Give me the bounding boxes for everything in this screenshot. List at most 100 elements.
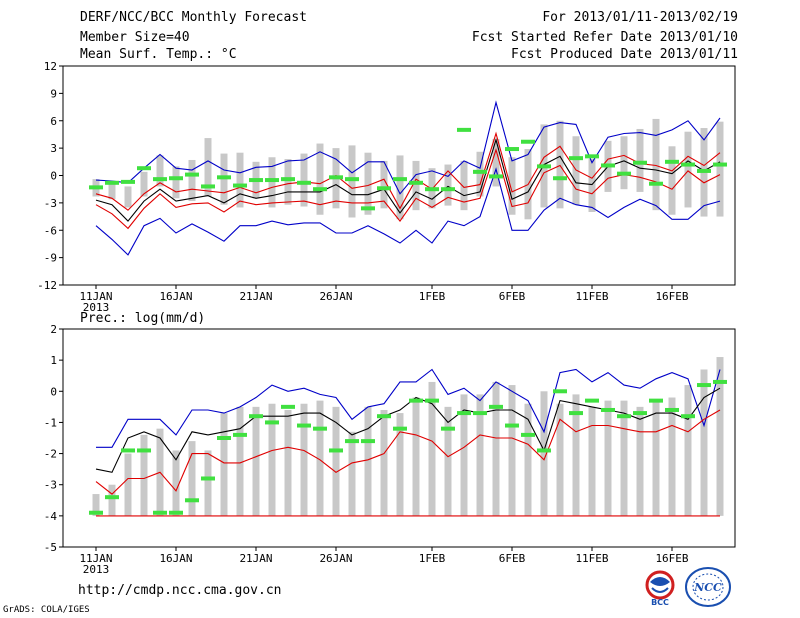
- temp-line-lower: [95, 167, 721, 256]
- prec-line-upper: [96, 368, 721, 448]
- temp-xtick-label: 1FEB: [419, 290, 446, 303]
- temp-observed-marker: [441, 187, 455, 192]
- temp-range-bar: [364, 152, 372, 215]
- prec-range-bar: [348, 431, 356, 516]
- prec-observed-marker: [617, 414, 631, 419]
- prec-observed-marker: [137, 448, 151, 453]
- temp-range-bar: [348, 145, 356, 218]
- temp-observed-marker: [137, 166, 151, 171]
- prec-ytick-label: 1: [50, 354, 57, 367]
- temp-range-bar: [492, 139, 500, 187]
- prec-range-bar: [396, 413, 404, 516]
- prec-range-bar: [508, 385, 516, 516]
- prec-observed-marker: [313, 426, 327, 431]
- temp-line-p20: [95, 148, 721, 230]
- bcc-logo: BCC: [645, 570, 675, 607]
- prec-range-bar: [668, 397, 676, 516]
- prec-range-bar: [220, 413, 228, 516]
- temp-observed-marker: [649, 181, 663, 186]
- temp-ytick-label: 9: [50, 87, 57, 100]
- prec-xtick-label: 16FEB: [655, 552, 688, 565]
- prec-range-bar: [124, 453, 132, 516]
- forecast-period: For 2013/01/11-2013/02/19: [542, 10, 738, 25]
- temp-observed-marker: [329, 175, 343, 180]
- temp-observed-marker: [121, 179, 135, 184]
- bcc-logo-text: BCC: [651, 598, 669, 607]
- temp-xtick-label: 16FEB: [655, 290, 688, 303]
- precip-variable-label: Prec.: log(mm/d): [80, 311, 205, 326]
- prec-xtick-label: 16JAN: [159, 552, 192, 565]
- prec-range-bar: [476, 394, 484, 516]
- temp-range-bar: [460, 160, 468, 211]
- temp-observed-marker: [265, 178, 279, 183]
- temp-observed-marker: [185, 172, 199, 177]
- prec-observed-marker: [89, 510, 103, 515]
- temp-ytick-label: 0: [50, 170, 57, 183]
- prec-observed-marker: [121, 448, 135, 453]
- prec-ytick-label: -4: [44, 510, 58, 523]
- prec-range-bar: [316, 400, 324, 516]
- prec-range-bar: [364, 406, 372, 516]
- prec-observed-marker: [409, 398, 423, 403]
- temp-observed-marker: [361, 206, 375, 211]
- prec-range-bar: [524, 403, 532, 516]
- prec-range-bar: [188, 441, 196, 516]
- prec-xtick-label: 1FEB: [419, 552, 446, 565]
- prec-range-bar: [620, 400, 628, 516]
- temp-range-bar: [508, 157, 516, 215]
- temp-line-upper: [95, 100, 721, 195]
- temp-observed-marker: [425, 187, 439, 192]
- temp-range-bar: [716, 121, 724, 217]
- temp-xtick-label: 11FEB: [575, 290, 608, 303]
- prec-range-bar: [716, 357, 724, 516]
- prec-xtick-label: 6FEB: [499, 552, 526, 565]
- prec-observed-marker: [521, 432, 535, 437]
- temp-range-bar: [156, 155, 164, 187]
- prec-range-bar: [236, 406, 244, 516]
- temp-observed-marker: [217, 175, 231, 180]
- prec-observed-marker: [297, 423, 311, 428]
- source-url[interactable]: http://cmdp.ncc.cma.gov.cn: [78, 583, 282, 598]
- prec-observed-marker: [505, 423, 519, 428]
- temp-range-bar: [268, 157, 276, 208]
- temp-observed-marker: [249, 178, 263, 183]
- prec-range-bar: [300, 403, 308, 516]
- temp-observed-marker: [409, 180, 423, 185]
- temp-observed-marker: [105, 180, 119, 185]
- temp-observed-marker: [233, 183, 247, 188]
- temp-range-bar: [668, 146, 676, 215]
- temp-xtick-year-label: 2013: [83, 301, 110, 314]
- temp-ytick-label: -12: [37, 279, 57, 292]
- prec-observed-marker: [569, 411, 583, 416]
- temp-observed-marker: [297, 180, 311, 185]
- prec-observed-marker: [633, 411, 647, 416]
- prec-line-p20: [95, 409, 721, 495]
- temp-observed-marker: [345, 177, 359, 182]
- prec-xtick-label: 26JAN: [319, 552, 352, 565]
- temp-xtick-label: 11JAN: [79, 290, 112, 303]
- temp-ytick-label: 6: [50, 115, 57, 128]
- prec-observed-marker: [153, 510, 167, 515]
- temp-observed-marker: [521, 139, 535, 144]
- prec-ytick-label: -5: [44, 541, 57, 554]
- temp-range-bar: [620, 136, 628, 190]
- prec-observed-marker: [281, 404, 295, 409]
- prec-range-bar: [684, 385, 692, 516]
- prec-xtick-label: 11JAN: [79, 552, 112, 565]
- prec-ytick-label: 0: [50, 385, 57, 398]
- temp-range-bar: [108, 180, 116, 200]
- prec-range-bar: [572, 394, 580, 516]
- temp-observed-marker: [553, 176, 567, 181]
- prec-observed-marker: [185, 498, 199, 503]
- temp-range-bar: [412, 160, 420, 211]
- prec-observed-marker: [713, 379, 727, 384]
- temp-range-bar: [476, 151, 484, 197]
- prec-range-bar: [444, 406, 452, 516]
- temp-range-bar: [300, 153, 308, 207]
- temp-ytick-label: -3: [44, 197, 57, 210]
- prec-ytick-label: -2: [44, 448, 57, 461]
- temp-range-bar: [204, 138, 212, 197]
- prec-range-bar: [460, 394, 468, 516]
